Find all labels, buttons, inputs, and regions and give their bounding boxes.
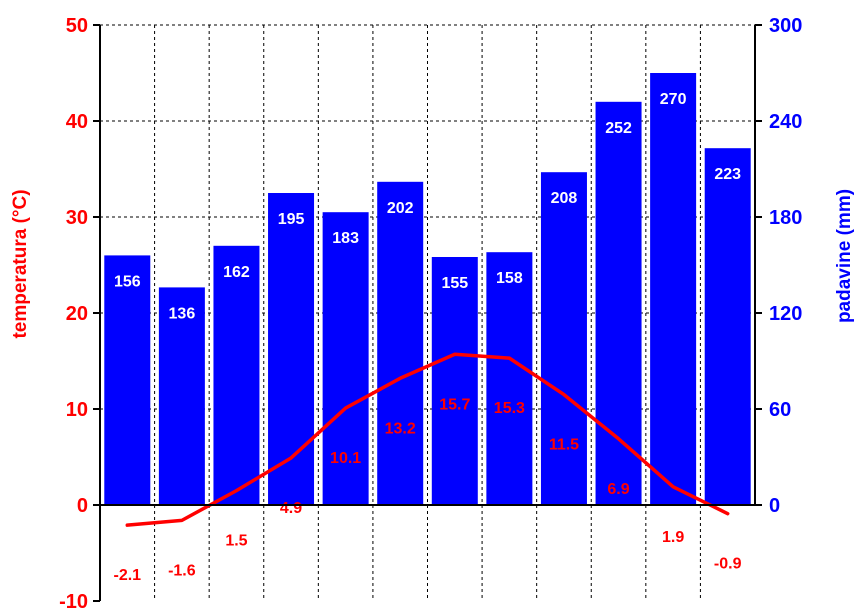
precipitation-bar — [595, 101, 642, 506]
precipitation-bar — [268, 193, 315, 505]
precipitation-bar — [704, 148, 751, 505]
precipitation-bar — [650, 73, 697, 505]
precipitation-value-label: 155 — [441, 275, 468, 292]
precipitation-bar — [486, 252, 533, 505]
left-tick-label: -10 — [59, 591, 88, 613]
temperature-value-label: 11.5 — [549, 437, 579, 454]
left-tick-label: 20 — [66, 303, 88, 325]
temperature-value-label: 13.2 — [385, 420, 416, 437]
right-tick-label: 60 — [769, 399, 791, 421]
precipitation-value-label: 158 — [496, 270, 523, 287]
precipitation-value-label: 195 — [278, 211, 305, 228]
temperature-value-label: 1.9 — [662, 529, 684, 546]
temperature-value-label: -1.6 — [168, 562, 196, 579]
precipitation-value-label: 223 — [714, 166, 741, 183]
temperature-value-label: 1.5 — [225, 533, 247, 550]
precipitation-value-label: 202 — [387, 200, 414, 217]
precipitation-bar — [431, 257, 478, 505]
precipitation-bar — [213, 245, 260, 506]
precipitation-value-label: 136 — [169, 305, 196, 322]
precipitation-value-label: 270 — [660, 91, 687, 108]
precipitation-value-label: 156 — [114, 273, 141, 290]
precipitation-labels: 156 136 162 195 183 202 155 158 208 252 270 223 — [114, 91, 741, 322]
right-tick-label: 180 — [769, 207, 802, 229]
precipitation-bar — [322, 212, 369, 505]
left-tick-label: 10 — [66, 399, 88, 421]
right-tick-label: 240 — [769, 111, 802, 133]
left-axis-label: temperatura (°C) — [10, 189, 31, 338]
left-tick-label: 30 — [66, 207, 88, 229]
temperature-value-label: 4.9 — [280, 500, 302, 517]
precipitation-bar — [104, 255, 151, 505]
precipitation-bar — [377, 181, 424, 506]
temperature-value-label: 15.3 — [494, 400, 525, 417]
temperature-value-label: 15.7 — [439, 396, 470, 413]
temperature-labels: -2.1 -1.6 1.5 4.9 10.1 13.2 15.7 15.3 11.5 6.9 1.9… — [114, 396, 742, 584]
left-tick-label: 0 — [77, 495, 88, 517]
right-tick-label: 300 — [769, 15, 802, 37]
precipitation-value-label: 252 — [605, 120, 632, 137]
precipitation-bar — [158, 287, 205, 505]
temperature-value-label: -2.1 — [114, 567, 142, 584]
right-axis-ticks: 0 60 120 180 240 300 — [755, 15, 802, 517]
left-tick-label: 50 — [66, 15, 88, 37]
temperature-line — [125, 352, 730, 527]
precipitation-bars — [104, 73, 751, 506]
temperature-value-label: 10.1 — [330, 450, 361, 467]
right-axis-label: padavine (mm) — [834, 189, 855, 323]
left-tick-label: 40 — [66, 111, 88, 133]
precipitation-value-label: 162 — [223, 264, 250, 281]
precipitation-value-label: 208 — [551, 190, 578, 207]
right-tick-label: 120 — [769, 303, 802, 325]
temperature-value-label: -0.9 — [714, 556, 742, 573]
precipitation-value-label: 183 — [332, 230, 359, 247]
temperature-line-group — [125, 352, 730, 527]
left-axis-ticks: -10 0 10 20 30 40 50 — [59, 15, 100, 613]
precipitation-bar — [540, 172, 587, 505]
temperature-value-label: 6.9 — [607, 481, 629, 498]
right-tick-label: 0 — [769, 495, 780, 517]
